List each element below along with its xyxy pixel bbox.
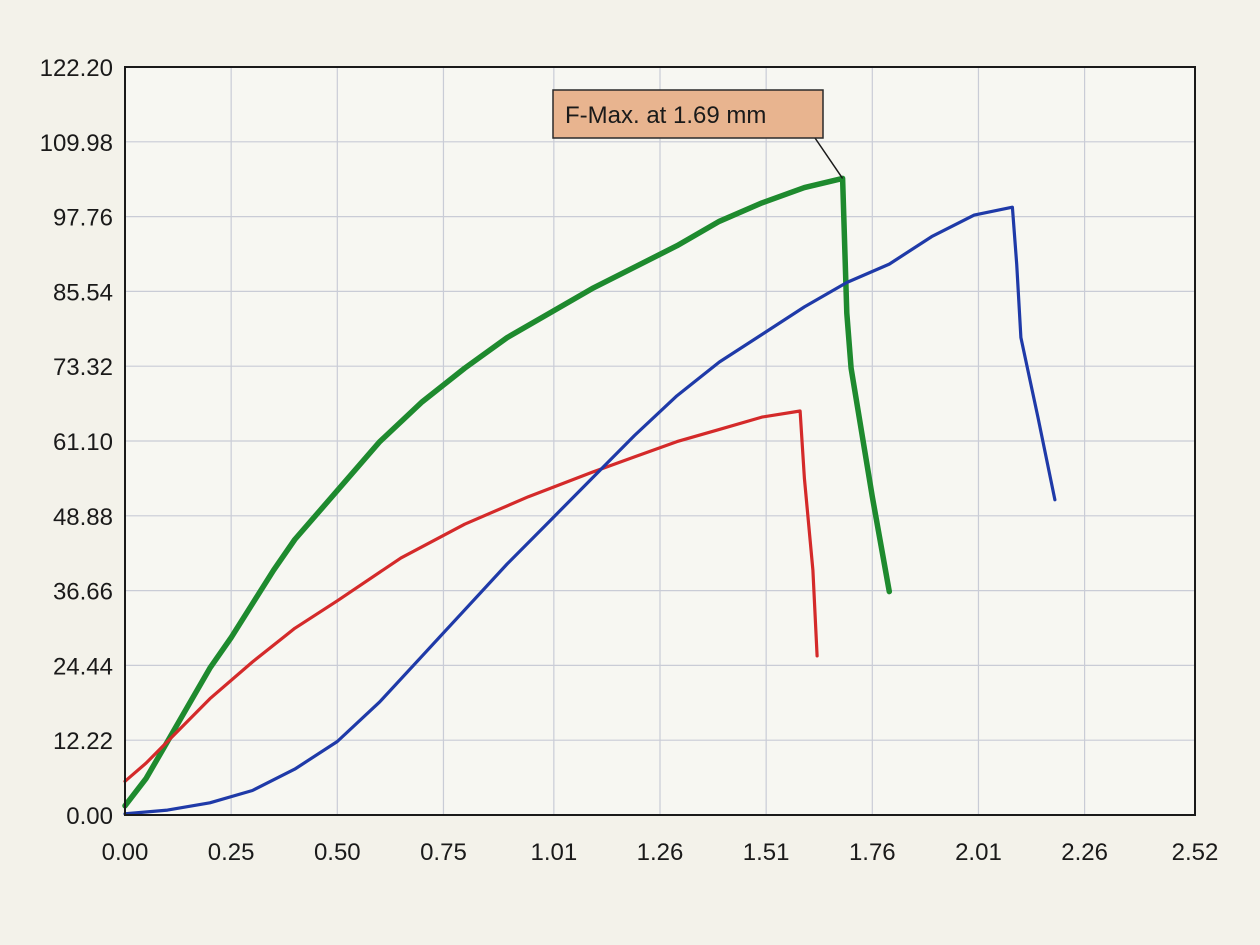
x-tick-label: 0.00	[102, 839, 149, 866]
y-tick-label: 0.00	[66, 803, 113, 830]
y-tick-label: 109.98	[40, 130, 113, 157]
x-tick-label: 0.25	[208, 839, 255, 866]
x-tick-label: 2.01	[955, 839, 1002, 866]
x-tick-label: 1.51	[743, 839, 790, 866]
y-tick-label: 12.22	[53, 728, 113, 755]
x-tick-label: 2.52	[1172, 839, 1219, 866]
y-tick-label: 73.32	[53, 354, 113, 381]
series-line-green	[122, 175, 893, 809]
x-tick-label: 1.76	[849, 839, 896, 866]
y-tick-label: 122.20	[40, 55, 113, 82]
series-line-blue	[123, 205, 1057, 816]
x-tick-label: 0.75	[420, 839, 467, 866]
y-tick-label: 36.66	[53, 579, 113, 606]
y-tick-label: 48.88	[53, 504, 113, 531]
series-line-red	[123, 409, 819, 783]
annotation-box	[552, 89, 824, 139]
y-tick-label: 97.76	[53, 205, 113, 232]
x-tick-label: 1.26	[637, 839, 684, 866]
plot-frame	[124, 66, 1196, 816]
annotation-label: F-Max. at 1.69 mm	[565, 102, 766, 129]
annotation-leader-line	[814, 137, 844, 179]
x-tick-label: 1.01	[530, 839, 577, 866]
y-tick-label: 24.44	[53, 653, 113, 680]
y-tick-label: 61.10	[53, 429, 113, 456]
y-tick-label: 85.54	[53, 279, 113, 306]
x-tick-label: 0.50	[314, 839, 361, 866]
x-tick-label: 2.26	[1061, 839, 1108, 866]
